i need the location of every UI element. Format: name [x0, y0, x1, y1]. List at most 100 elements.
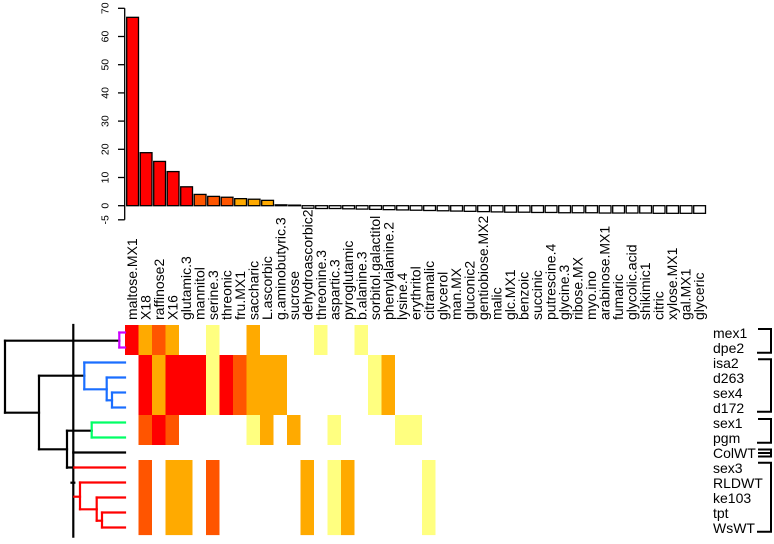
cluster-bracket	[757, 461, 772, 533]
heatmap-cell	[341, 430, 355, 446]
heatmap-cell	[192, 490, 207, 506]
heatmap-cell	[597, 355, 612, 371]
column-label: arabinose.MX1	[596, 226, 612, 320]
heatmap-cell	[638, 400, 652, 416]
heatmap-cell	[570, 505, 585, 521]
heatmap-cell	[354, 355, 369, 371]
column-label: fru.MX1	[232, 271, 248, 320]
heatmap-cell	[327, 340, 342, 356]
heatmap-cell	[570, 475, 585, 491]
heatmap-cell	[638, 520, 652, 536]
heatmap-cell	[233, 340, 247, 356]
heatmap-cell	[287, 520, 301, 536]
column-label: pyroglutamic	[340, 241, 356, 320]
heatmap-cell	[152, 415, 166, 431]
heatmap-cell	[192, 505, 207, 521]
heatmap-cell	[192, 400, 207, 416]
heatmap-cell	[503, 370, 517, 386]
heatmap-cell	[260, 460, 274, 476]
heatmap-cell	[138, 340, 153, 356]
heatmap-cell	[665, 340, 679, 356]
heatmap-cell	[692, 355, 706, 371]
bar	[234, 197, 248, 207]
heatmap-cell	[206, 415, 220, 431]
heatmap-cell	[584, 520, 598, 536]
heatmap-cell	[219, 325, 234, 341]
heatmap-cell	[165, 400, 180, 416]
heatmap-cell	[489, 415, 504, 431]
heatmap-cell	[665, 430, 679, 446]
heatmap-cell	[638, 370, 652, 386]
heatmap-cell	[314, 340, 328, 356]
heatmap-cell	[273, 415, 288, 431]
heatmap-cell	[678, 415, 693, 431]
bar	[517, 205, 531, 213]
y-tick-label: 40	[100, 87, 112, 99]
heatmap-cell	[233, 355, 247, 371]
heatmap-cell	[219, 445, 234, 461]
heatmap-cell	[152, 505, 166, 521]
heatmap-cell	[665, 445, 679, 461]
heatmap-cell	[530, 385, 544, 401]
heatmap-cell	[233, 415, 247, 431]
heatmap-cell	[692, 445, 706, 461]
heatmap-cell	[165, 460, 180, 476]
heatmap-cell	[611, 400, 625, 416]
heatmap-cell	[246, 370, 261, 386]
heatmap-cell	[138, 505, 153, 521]
bar	[288, 204, 302, 207]
bar	[207, 195, 221, 207]
heatmap-cell	[476, 340, 490, 356]
heatmap-cell	[314, 355, 328, 371]
row-label: pgm	[713, 430, 740, 446]
heatmap-cell	[179, 445, 193, 461]
cluster-bracket	[757, 328, 772, 354]
heatmap-cell	[395, 340, 409, 356]
heatmap-cell	[273, 385, 288, 401]
heatmap-cell	[179, 490, 193, 506]
heatmap-cell	[179, 460, 193, 476]
heatmap-cell	[327, 430, 342, 446]
heatmap-cell	[408, 505, 423, 521]
heatmap-cell	[125, 325, 139, 341]
heatmap-cell	[651, 520, 666, 536]
heatmap-cell	[341, 520, 355, 536]
row-label: sex4	[713, 385, 743, 401]
heatmap-cell	[341, 460, 355, 476]
heatmap-cell	[300, 370, 315, 386]
heatmap-cell	[179, 340, 193, 356]
heatmap-cell	[165, 490, 180, 506]
heatmap-cell	[651, 355, 666, 371]
heatmap-cell	[503, 460, 517, 476]
heatmap-cell	[381, 385, 396, 401]
heatmap-cell	[260, 385, 274, 401]
column-label: dehydroascorbic2	[299, 209, 315, 320]
heatmap-cell	[260, 370, 274, 386]
heatmap-cell	[408, 445, 423, 461]
heatmap-cell	[692, 325, 706, 341]
heatmap-cell	[530, 340, 544, 356]
heatmap-cell	[543, 340, 558, 356]
heatmap-cell	[435, 475, 450, 491]
heatmap-cell	[624, 430, 639, 446]
heatmap-cell	[233, 475, 247, 491]
heatmap-cell	[597, 430, 612, 446]
heatmap-cell	[516, 475, 531, 491]
heatmap-cell	[125, 460, 139, 476]
heatmap-cell	[125, 340, 139, 356]
heatmap-cell	[273, 490, 288, 506]
heatmap-cell	[354, 430, 369, 446]
heatmap-cell	[300, 490, 315, 506]
heatmap-cell	[422, 340, 436, 356]
heatmap-cell	[165, 415, 180, 431]
heatmap-cell	[246, 430, 261, 446]
heatmap-cell	[246, 340, 261, 356]
bar	[274, 204, 288, 207]
heatmap-cell	[449, 370, 463, 386]
heatmap-cell	[597, 460, 612, 476]
heatmap-cell	[327, 520, 342, 536]
heatmap-cell	[476, 370, 490, 386]
heatmap-cell	[408, 520, 423, 536]
heatmap-cell	[435, 340, 450, 356]
heatmap-cell	[138, 475, 153, 491]
